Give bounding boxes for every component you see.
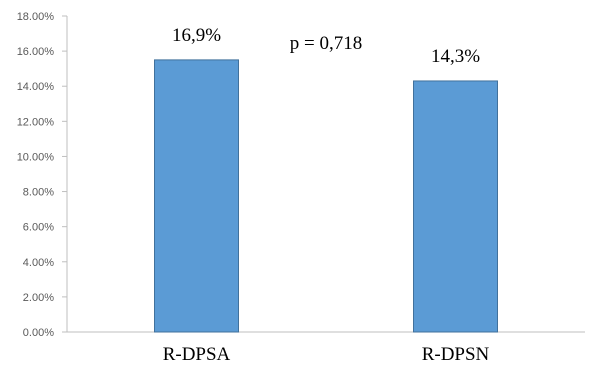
- y-tick-label: 8.00%: [23, 187, 54, 199]
- labels: R-DPSA 16,9% R-DPSN 14,3%: [163, 25, 490, 365]
- y-tick-label: 2.00%: [23, 292, 54, 304]
- bar-r-dpsa: [154, 59, 239, 333]
- bar-data-label: 16,9%: [172, 25, 221, 46]
- y-tick-label: 6.00%: [23, 222, 54, 234]
- p-value-annotation: p = 0,718: [290, 33, 362, 54]
- y-tick-label: 12.00%: [17, 116, 55, 128]
- bars: [154, 59, 498, 333]
- y-tick-label: 4.00%: [23, 257, 54, 269]
- bar-r-dpsn: [413, 80, 498, 333]
- y-tick-label: 14.00%: [17, 81, 55, 93]
- y-tick-label: 16.00%: [17, 46, 55, 58]
- bar-data-label: 14,3%: [431, 46, 480, 67]
- y-axis: 0.00% 2.00% 4.00% 6.00% 8.00% 10.00% 12.00% 14.…: [17, 11, 68, 339]
- y-tick-label: 10.00%: [17, 151, 55, 163]
- x-category-label: R-DPSN: [422, 344, 490, 365]
- x-category-label: R-DPSA: [163, 344, 231, 365]
- y-tick-label: 18.00%: [17, 11, 55, 23]
- y-tick-label: 0.00%: [23, 327, 54, 339]
